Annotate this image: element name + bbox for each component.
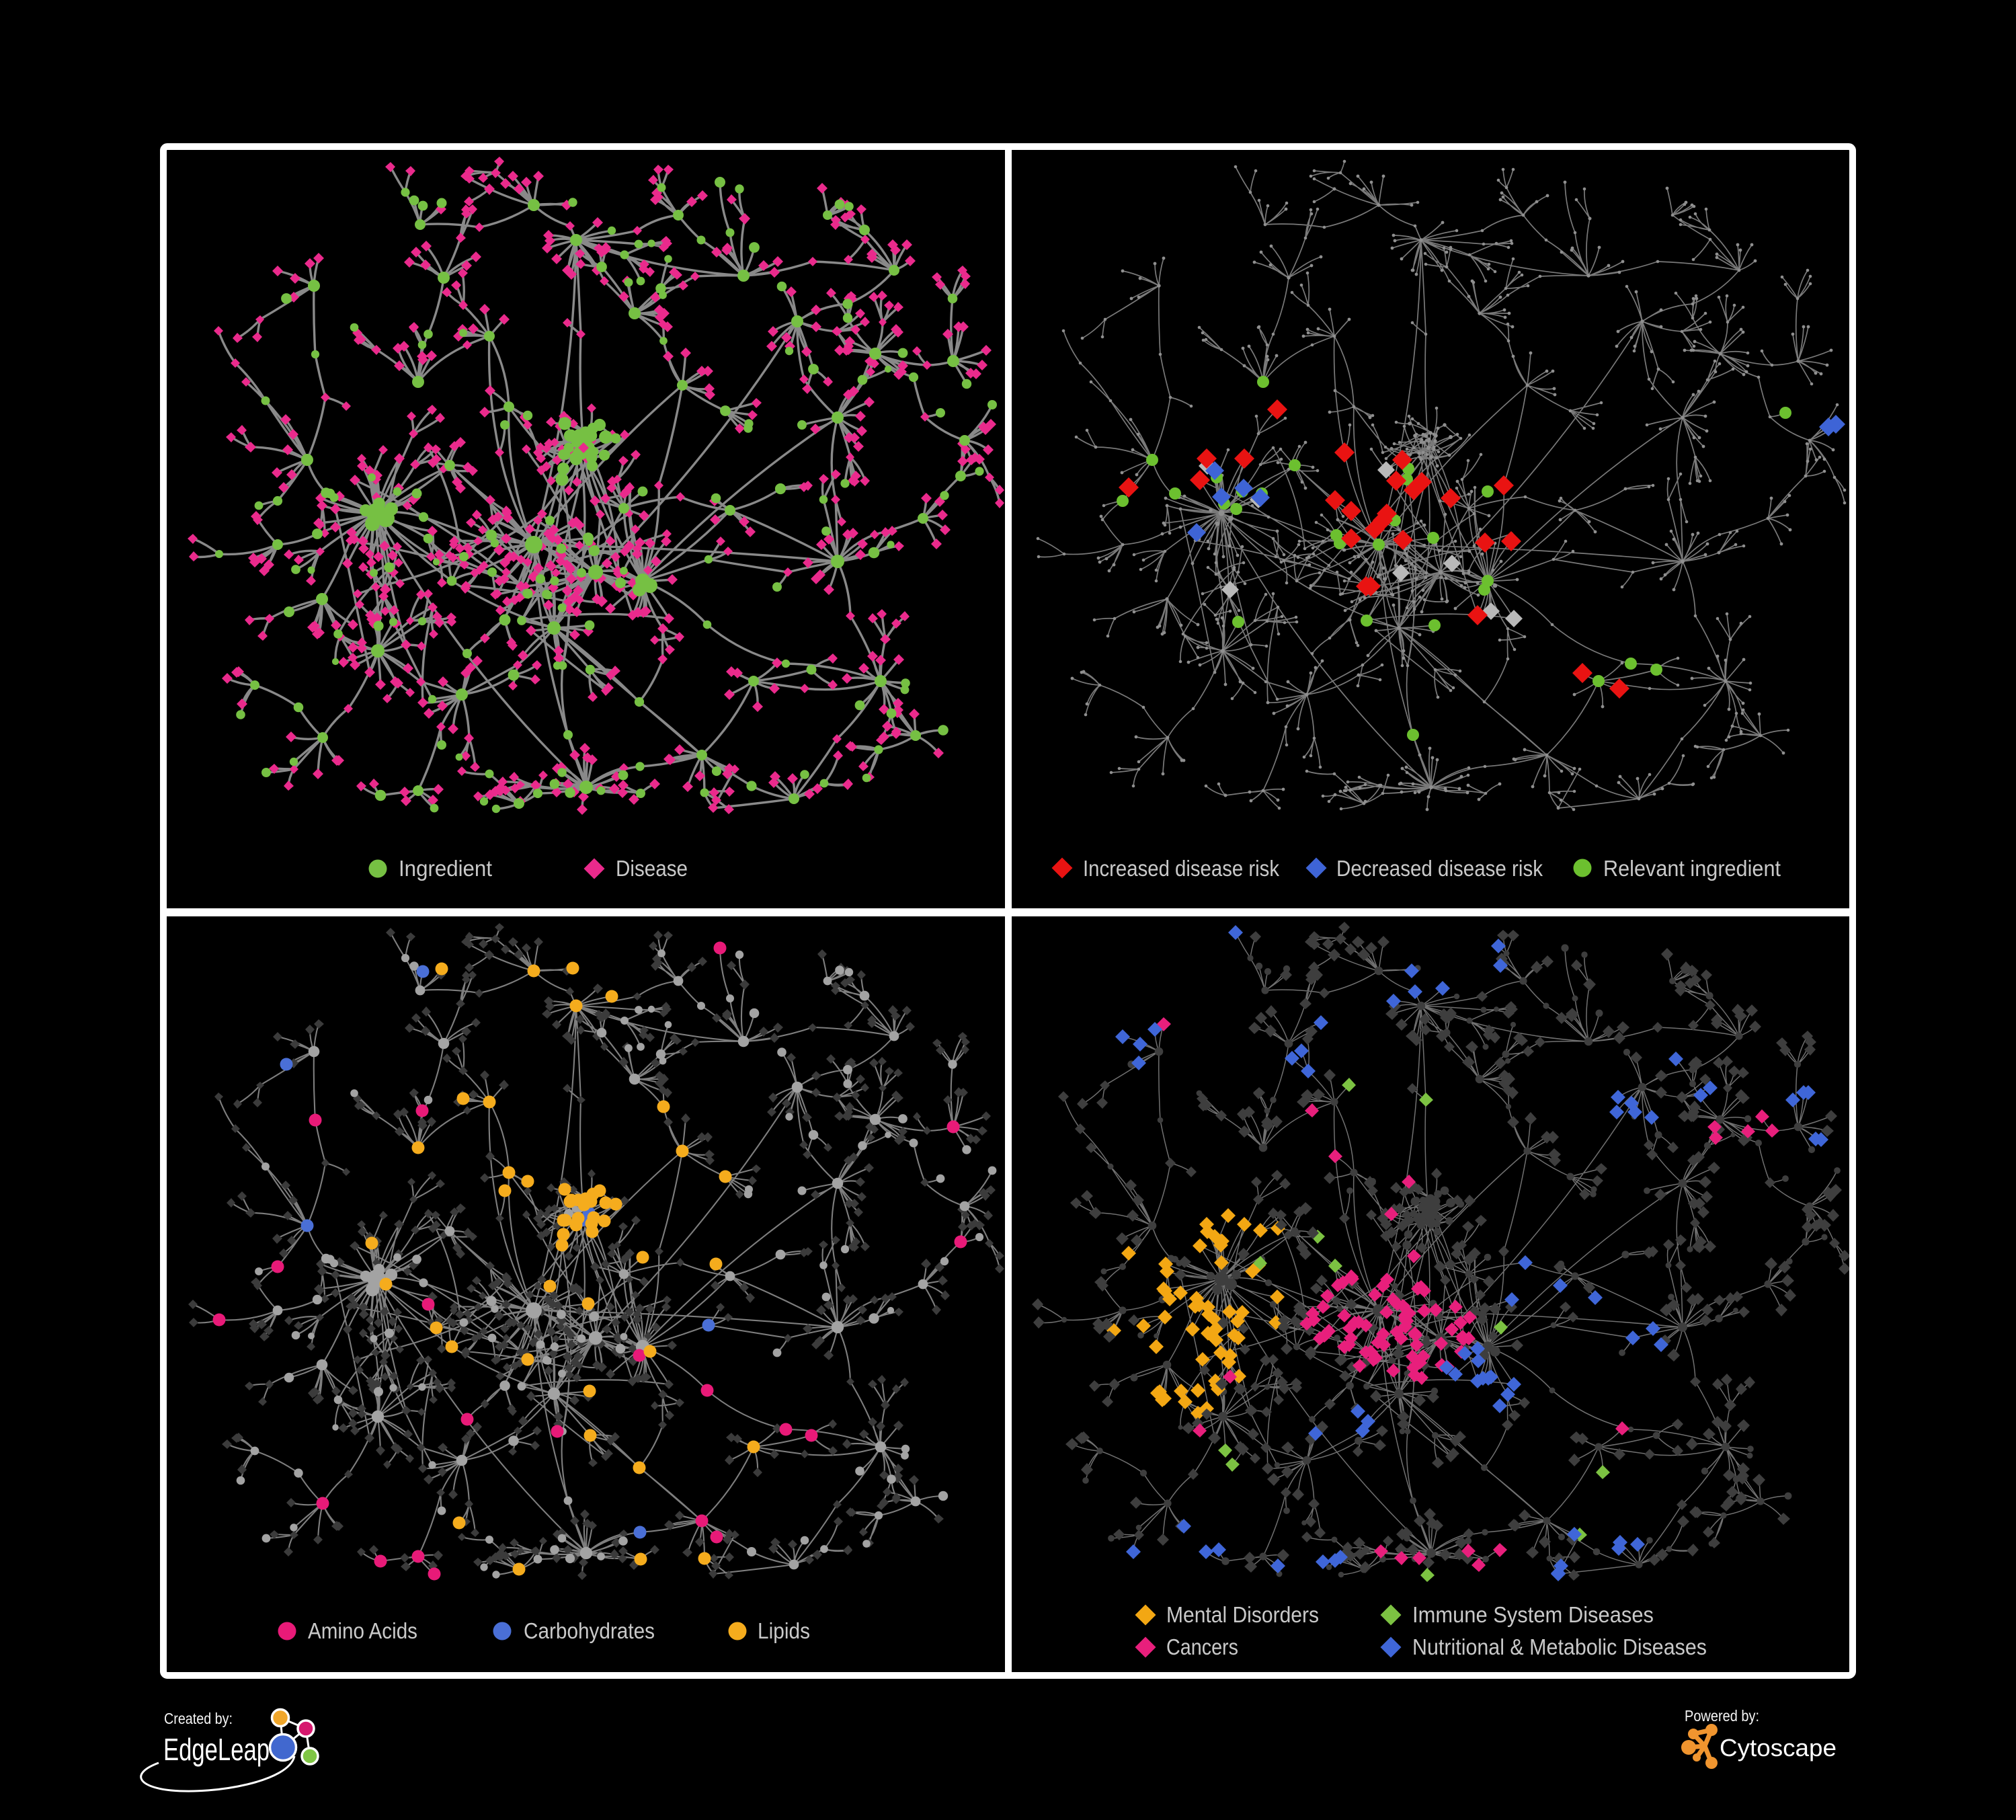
- svg-text:Disease: Disease: [616, 856, 688, 881]
- svg-text:Increased disease risk: Increased disease risk: [1083, 856, 1279, 881]
- svg-text:Immune System Diseases: Immune System Diseases: [1412, 1602, 1654, 1627]
- svg-text:Nutritional & Metabolic Diseas: Nutritional & Metabolic Diseases: [1412, 1634, 1707, 1659]
- svg-text:Decreased disease risk: Decreased disease risk: [1336, 856, 1543, 881]
- svg-text:Created by:: Created by:: [164, 1710, 233, 1727]
- svg-text:Relevant ingredient: Relevant ingredient: [1603, 856, 1781, 881]
- svg-text:EdgeLeap: EdgeLeap: [163, 1732, 270, 1767]
- svg-text:Carbohydrates: Carbohydrates: [524, 1618, 655, 1643]
- svg-text:Powered by:: Powered by:: [1685, 1707, 1759, 1725]
- svg-text:Cytoscape: Cytoscape: [1720, 1734, 1837, 1762]
- svg-text:Lipids: Lipids: [758, 1618, 810, 1643]
- svg-text:Mental Disorders: Mental Disorders: [1166, 1602, 1319, 1627]
- svg-text:Cancers: Cancers: [1166, 1634, 1238, 1659]
- svg-text:Amino Acids: Amino Acids: [308, 1618, 417, 1643]
- svg-text:Ingredient: Ingredient: [399, 856, 492, 881]
